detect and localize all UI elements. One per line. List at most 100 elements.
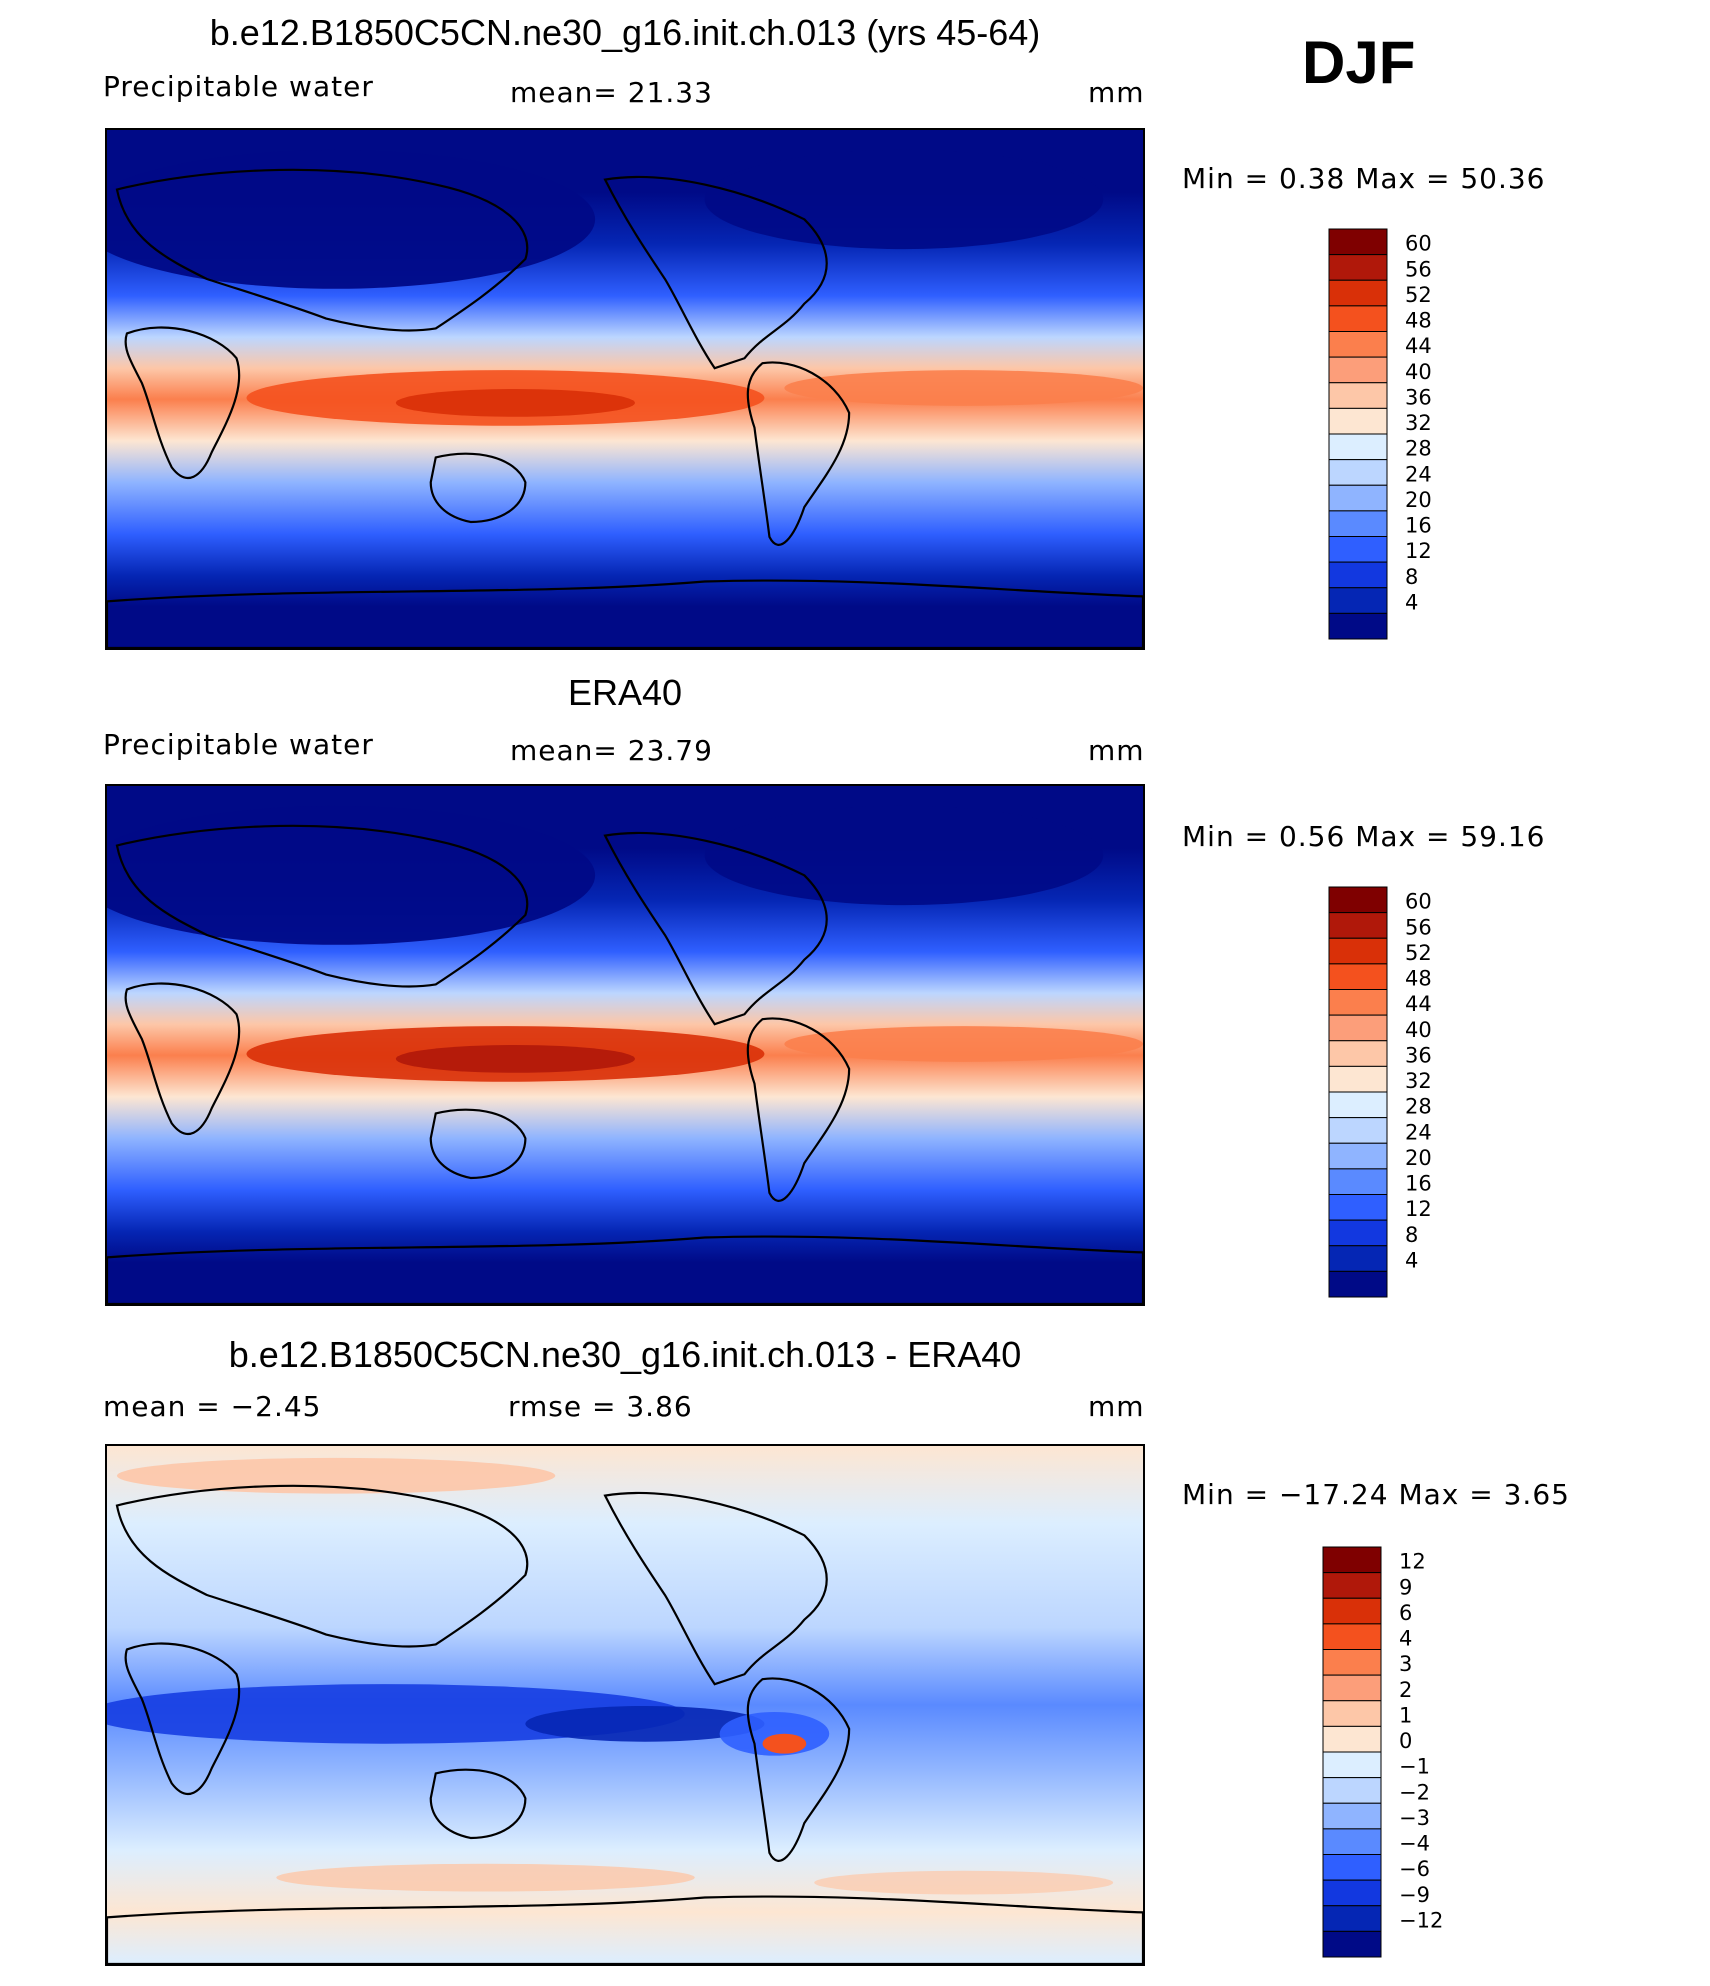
colorbar-swatch: [1322, 1674, 1382, 1702]
panel-2-variable-label: Precipitable water: [103, 728, 374, 761]
colorbar-tick-label: −6: [1399, 1857, 1430, 1881]
colorbar-swatch: [1328, 510, 1388, 537]
colorbar-swatch: [1328, 228, 1388, 256]
colorbar-swatch: [1328, 254, 1388, 281]
colorbar-tick-label: −4: [1399, 1832, 1430, 1856]
colorbar-tick-label: 12: [1405, 539, 1432, 563]
colorbar-tick-label: 24: [1405, 1120, 1432, 1144]
colorbar-swatch: [1328, 433, 1388, 461]
panel-1-units-label: mm: [1088, 76, 1145, 109]
colorbar-tick-label: −9: [1399, 1883, 1430, 1907]
colorbar-tick-label: 56: [1405, 257, 1432, 281]
colorbar-tick-label: 16: [1405, 1172, 1432, 1196]
panel-2-map: [105, 784, 1145, 1306]
colorbar-tick-label: 60: [1405, 890, 1432, 914]
panel-3-title: b.e12.B1850C5CN.ne30_g16.init.ch.013 - E…: [228, 1334, 1022, 1375]
colorbar-swatch: [1328, 989, 1388, 1016]
panel-1-mean-label: mean= 21.33: [510, 76, 713, 109]
panel-2-title: ERA40: [567, 672, 683, 713]
panel-3-min-max: Min = −17.24 Max = 3.65: [1182, 1478, 1570, 1511]
colorbar-tick-label: 52: [1405, 941, 1432, 965]
colorbar-tick-label: 2: [1399, 1678, 1412, 1702]
colorbar-swatch: [1322, 1854, 1382, 1881]
colorbar-swatch: [1328, 1117, 1388, 1144]
colorbar-swatch: [1328, 612, 1388, 640]
colorbar-tick-label: 4: [1405, 1248, 1418, 1272]
colorbar-tick-label: 1: [1399, 1703, 1412, 1727]
panel-3-rmse-label: rmse = 3.86: [508, 1390, 693, 1423]
colorbar-swatch: [1328, 1040, 1388, 1067]
colorbar-swatch: [1322, 1879, 1382, 1907]
colorbar-swatch: [1322, 1700, 1382, 1727]
colorbar-tick-label: 40: [1405, 360, 1432, 384]
panel-2-map-canvas: [107, 786, 1143, 1304]
colorbar-swatch: [1328, 1091, 1388, 1119]
colorbar-swatch: [1322, 1597, 1382, 1625]
panel-3-map: [105, 1444, 1145, 1966]
panel-1-title: b.e12.B1850C5CN.ne30_g16.init.ch.013 (yr…: [209, 12, 1041, 53]
panel-1-min-max: Min = 0.38 Max = 50.36: [1182, 162, 1546, 195]
colorbar-tick-label: 32: [1405, 411, 1432, 435]
panel-2-units-label: mm: [1088, 734, 1145, 767]
colorbar-tick-label: −12: [1399, 1908, 1443, 1932]
colorbar-swatch: [1322, 1546, 1382, 1574]
colorbar-tick-label: 36: [1405, 1043, 1432, 1067]
colorbar-swatch: [1328, 1142, 1388, 1170]
panel-3-map-canvas: [107, 1446, 1143, 1964]
colorbar-swatch: [1322, 1930, 1382, 1958]
colorbar-swatch: [1328, 407, 1388, 435]
colorbar-tick-label: 16: [1405, 514, 1432, 538]
colorbar-tick-label: 6: [1399, 1601, 1412, 1625]
colorbar-tick-label: 56: [1405, 915, 1432, 939]
colorbar-swatch: [1328, 587, 1388, 614]
colorbar-swatch: [1322, 1623, 1382, 1650]
colorbar-tick-label: −1: [1399, 1755, 1430, 1779]
colorbar-swatch: [1328, 963, 1388, 990]
colorbar-tick-label: 4: [1399, 1627, 1412, 1651]
colorbar-swatch: [1322, 1649, 1382, 1676]
panel-1-map-canvas: [107, 130, 1143, 648]
colorbar-swatch: [1328, 484, 1388, 512]
panel-2-colorbar: 60 56 52 48 44 40 36 32 28 24 20 16 12 8 4: [1328, 886, 1468, 1298]
colorbar-swatch: [1328, 279, 1388, 307]
colorbar-swatch: [1328, 382, 1388, 409]
colorbar-tick-label: 24: [1405, 462, 1432, 486]
colorbar-swatch: [1328, 912, 1388, 939]
colorbar-tick-label: 52: [1405, 283, 1432, 307]
panel-2-min-max: Min = 0.56 Max = 59.16: [1182, 820, 1546, 853]
colorbar-swatch: [1322, 1777, 1382, 1804]
panel-1-colorbar: 60 56 52 48 44 40 36 32 28 24 20 16 12 8 4: [1328, 228, 1468, 640]
colorbar-tick-label: 48: [1405, 309, 1432, 333]
colorbar-tick-label: 20: [1405, 1146, 1432, 1170]
panel-1-variable-label: Precipitable water: [103, 70, 374, 103]
colorbar-tick-label: 12: [1405, 1197, 1432, 1221]
colorbar-tick-label: −2: [1399, 1780, 1430, 1804]
colorbar-tick-label: 36: [1405, 385, 1432, 409]
colorbar-tick-label: 32: [1405, 1069, 1432, 1093]
colorbar-swatch: [1328, 1245, 1388, 1272]
colorbar-swatch: [1328, 561, 1388, 589]
panel-3-colorbar: 12 9 6 4 3 2 1 0 −1 −2 −3 −4 −6 −9 −12: [1322, 1546, 1462, 1958]
colorbar-tick-label: 20: [1405, 488, 1432, 512]
colorbar-swatch: [1322, 1572, 1382, 1599]
colorbar-swatch: [1328, 1194, 1388, 1221]
colorbar-tick-label: 0: [1399, 1729, 1412, 1753]
colorbar-tick-label: 4: [1405, 590, 1418, 614]
colorbar-tick-label: 8: [1405, 565, 1418, 589]
colorbar-swatch: [1328, 1219, 1388, 1247]
panel-2-mean-label: mean= 23.79: [510, 734, 713, 767]
colorbar-tick-label: 48: [1405, 967, 1432, 991]
colorbar-swatch: [1328, 1014, 1388, 1042]
colorbar-tick-label: 40: [1405, 1018, 1432, 1042]
colorbar-swatch: [1328, 1270, 1388, 1298]
colorbar-swatch: [1328, 305, 1388, 332]
colorbar-tick-label: 44: [1405, 992, 1432, 1016]
colorbar-swatch: [1328, 536, 1388, 563]
colorbar-tick-label: 28: [1405, 437, 1432, 461]
colorbar-tick-label: 12: [1399, 1550, 1426, 1574]
colorbar-swatch: [1328, 331, 1388, 358]
panel-1-map: [105, 128, 1145, 650]
colorbar-tick-label: 9: [1399, 1575, 1412, 1599]
colorbar-swatch: [1322, 1725, 1382, 1753]
colorbar-swatch: [1322, 1828, 1382, 1855]
